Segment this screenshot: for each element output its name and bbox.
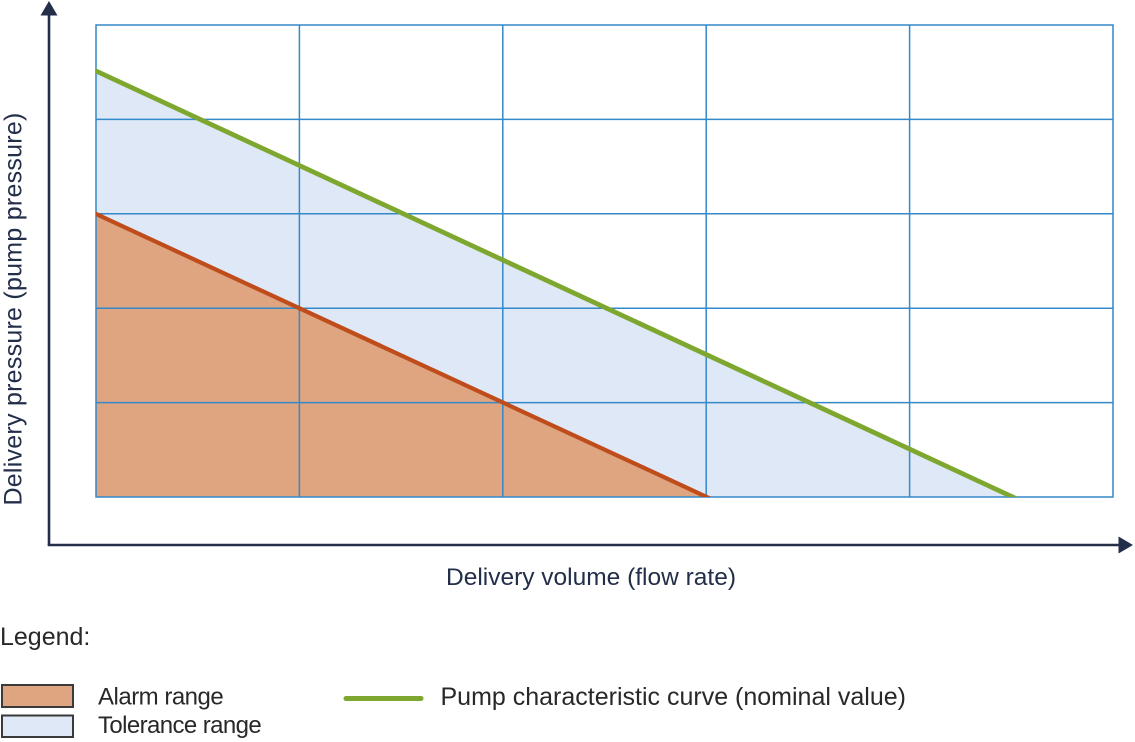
svg-text:Legend:: Legend: — [0, 623, 90, 651]
svg-text:Tolerance range: Tolerance range — [98, 712, 261, 739]
svg-text:Delivery volume (flow rate): Delivery volume (flow rate) — [446, 564, 736, 591]
svg-text:Alarm range: Alarm range — [98, 684, 223, 711]
svg-text:Pump characteristic curve (nom: Pump characteristic curve (nominal value… — [441, 683, 906, 711]
svg-text:Delivery pressure (pump pressu: Delivery pressure (pump pressure) — [0, 112, 28, 505]
